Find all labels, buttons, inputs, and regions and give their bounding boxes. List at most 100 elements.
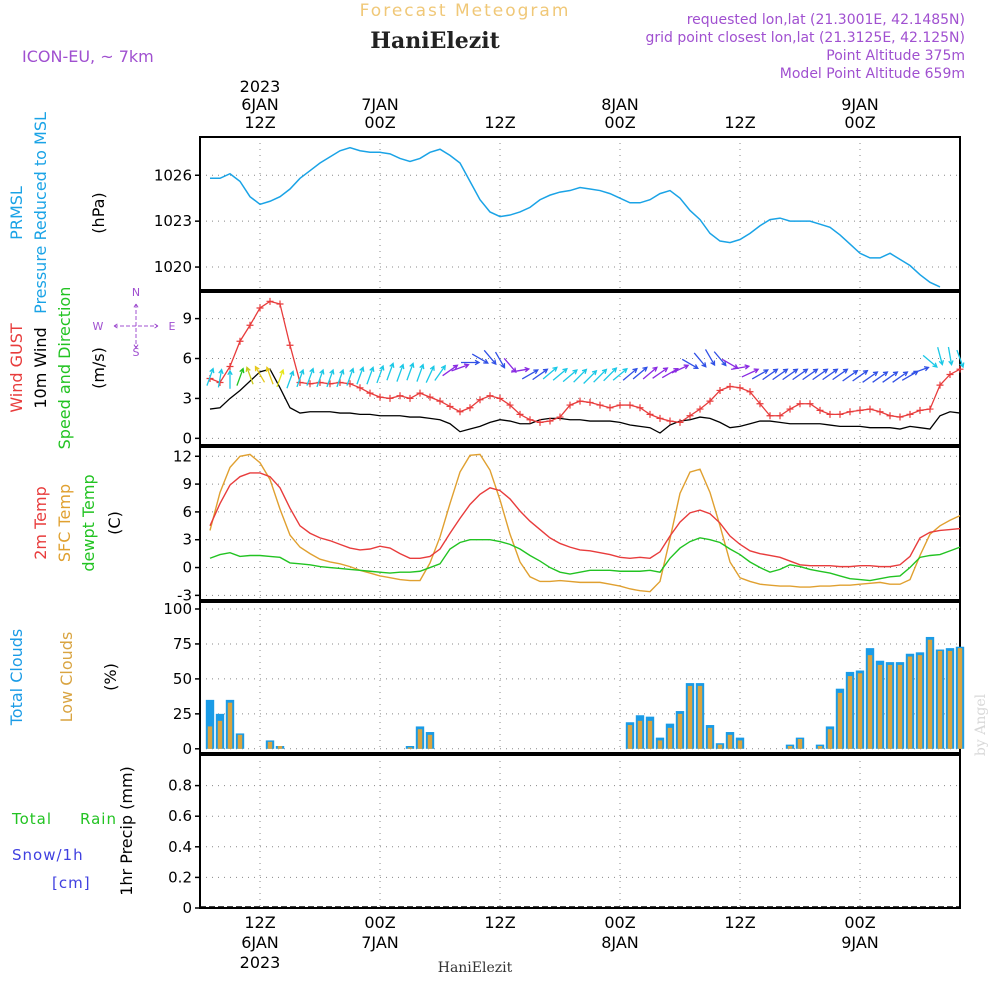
gust-marker (936, 381, 944, 389)
watermark: by Angel (973, 693, 989, 756)
gust-marker (386, 394, 394, 402)
y-tick-label: 0 (182, 559, 192, 577)
gust-marker (416, 389, 424, 397)
low-cloud-bar (207, 726, 213, 749)
y-tick-label: 3 (182, 389, 192, 407)
gust-marker (806, 400, 814, 408)
wind-direction-arrow (612, 367, 628, 381)
gust-marker (526, 416, 534, 424)
gust-marker (266, 297, 274, 305)
wind-direction-arrow (286, 370, 295, 389)
wind-direction-arrow (336, 368, 345, 388)
wind-direction-arrow (494, 351, 506, 369)
low-cloud-bar (867, 655, 873, 749)
footer-station: HaniElezit (438, 960, 513, 976)
gust-label: Wind GUST (7, 323, 26, 413)
low-cloud-bar (717, 744, 723, 749)
dewpt-label: dewpt Temp (79, 474, 98, 571)
panel-frame (199, 291, 961, 446)
wind-direction-arrow (254, 365, 266, 383)
gust-marker (916, 406, 924, 414)
y-tick-label: 75 (173, 635, 192, 653)
wind-direction-arrow (386, 362, 395, 381)
gust-marker (646, 410, 654, 418)
y-tick-label: 0.4 (168, 838, 192, 856)
y-tick-label: 0.6 (168, 807, 192, 825)
total-cloud-label: Total Clouds (7, 629, 26, 727)
low-cloud-bar (407, 747, 413, 749)
wind-direction-arrow (632, 366, 648, 380)
sfc-label: SFC Temp (55, 484, 74, 562)
panel-frame (199, 136, 961, 291)
wind-direction-arrow (583, 369, 598, 384)
gust-marker (606, 404, 614, 412)
y-tick-label: 0 (182, 899, 192, 917)
wind-direction-arrow (326, 368, 335, 388)
gust-marker (546, 417, 554, 425)
total-cloud-bar (205, 699, 215, 749)
wind-direction-arrow (802, 368, 819, 381)
gust-marker (696, 405, 704, 413)
y-tick-label: 25 (173, 705, 192, 723)
gridpoint-coords: grid point closest lon,lat (21.3125E, 42… (645, 30, 965, 46)
wind-direction-arrow (552, 367, 568, 381)
wind-direction-arrow (713, 351, 727, 367)
wind-direction-arrow (562, 369, 578, 383)
wind-direction-arrow (822, 368, 839, 381)
gust-marker (926, 405, 934, 413)
wind-direction-arrow (603, 367, 618, 382)
low-cloud-bar (417, 729, 423, 749)
panel-frame (199, 754, 961, 909)
gust-marker (656, 414, 664, 422)
compass-n: N (132, 286, 140, 299)
wind-direction-arrow (956, 349, 965, 369)
top-hour-label: 12Z (244, 113, 275, 132)
top-hour-label: 12Z (484, 113, 515, 132)
gust-marker (886, 412, 894, 420)
top-year-label: 2023 (240, 77, 281, 96)
precip-rain-label: Rain (80, 810, 117, 828)
low-cloud-bar (907, 656, 913, 749)
wind-direction-arrow (892, 371, 909, 383)
gust-marker (766, 412, 774, 420)
prmsl-sublabel: Pressure Reduced to MSL (31, 112, 50, 314)
low-cloud-bar (887, 664, 893, 749)
low-cloud-bar (837, 692, 843, 749)
model-name: ICON-EU, ~ 7km (22, 47, 154, 66)
wind-direction-arrow (842, 369, 859, 382)
y-tick-label: 50 (173, 670, 192, 688)
y-tick-label: 0 (182, 740, 192, 758)
wind-direction-arrow (206, 367, 215, 386)
wind-direction-arrow (772, 368, 789, 381)
low-cloud-bar (737, 740, 743, 749)
gust-marker (246, 321, 254, 329)
wind-direction-arrow (693, 352, 707, 368)
low-cloud-bar (797, 739, 803, 749)
wind-direction-arrow (434, 364, 446, 381)
gust-marker (906, 410, 914, 418)
wind-direction-arrow (832, 368, 849, 381)
wind-dir-label: Speed and Direction (55, 287, 74, 450)
bottom-hour-label: 12Z (484, 913, 515, 932)
gust-marker (456, 408, 464, 416)
wind-direction-arrow (306, 367, 315, 386)
gust-marker (466, 404, 474, 412)
y-tick-label: 1023 (154, 212, 192, 230)
bottom-date-label: 9JAN (841, 933, 879, 952)
wind-direction-arrow (376, 364, 385, 384)
gust-marker (736, 384, 744, 392)
low-cloud-bar (227, 702, 233, 749)
low-cloud-bar (787, 746, 793, 749)
gust-marker (626, 401, 634, 409)
wind-direction-arrow (542, 366, 558, 380)
compass-rose (113, 303, 159, 349)
gust-marker (746, 388, 754, 396)
temp-unit: (C) (105, 511, 124, 535)
wind-direction-arrow (812, 368, 829, 381)
gust-marker (836, 410, 844, 418)
gust-marker (876, 408, 884, 416)
precip-total-label: Total (11, 810, 52, 828)
gust-marker (596, 401, 604, 409)
top-hour-label: 00Z (604, 113, 635, 132)
bottom-hour-label: 00Z (364, 913, 395, 932)
